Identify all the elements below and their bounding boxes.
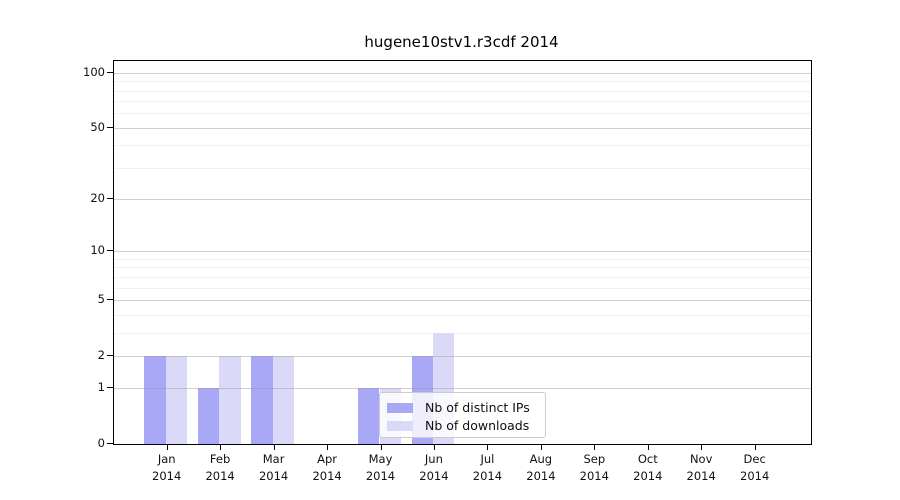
x-tick-label-jun: Jun 2014 <box>419 452 449 483</box>
major-gridline <box>114 199 811 201</box>
x-tick-label-aug: Aug 2014 <box>526 452 556 483</box>
y-tick-label: 10 <box>90 243 105 258</box>
x-axis-tick <box>166 444 168 450</box>
x-axis-tick <box>327 444 329 450</box>
minor-gridline <box>114 101 811 103</box>
x-axis-tick <box>754 444 756 450</box>
y-tick-label: 50 <box>90 119 105 134</box>
major-gridline <box>114 127 811 129</box>
y-tick-label: 5 <box>97 291 105 306</box>
y-axis-tick <box>107 443 113 444</box>
x-axis-tick <box>220 444 222 450</box>
major-gridline <box>114 72 811 74</box>
x-tick-label-oct: Oct 2014 <box>633 452 663 483</box>
x-axis-tick <box>380 444 382 450</box>
major-gridline <box>114 299 811 301</box>
legend-label: Nb of downloads <box>425 418 530 433</box>
legend-row: Nb of distinct IPs <box>387 399 537 416</box>
y-axis-tick <box>107 387 113 389</box>
minor-gridline <box>114 145 811 147</box>
x-tick-label-mar: Mar 2014 <box>258 452 289 483</box>
plot-area: Nb of distinct IPs Nb of downloads <box>113 60 812 445</box>
x-tick-label-jul: Jul 2014 <box>472 452 503 483</box>
x-tick-label-dec: Dec 2014 <box>740 452 770 483</box>
x-tick-label-sep: Sep 2014 <box>579 452 609 483</box>
x-tick-label-apr: Apr 2014 <box>312 452 342 483</box>
x-tick-label-may: May 2014 <box>365 452 396 483</box>
legend-row: Nb of downloads <box>387 417 537 434</box>
minor-gridline <box>114 90 811 92</box>
x-axis-tick <box>487 444 489 450</box>
legend-swatch-icon <box>387 402 413 413</box>
y-axis-tick <box>107 298 113 300</box>
bar-downloads-mar <box>272 355 294 444</box>
y-tick-label: 20 <box>90 191 105 206</box>
bar-downloads-feb <box>219 355 241 444</box>
bar-distinct-ips-jan <box>144 355 166 444</box>
x-tick-label-nov: Nov 2014 <box>686 452 716 483</box>
x-axis-tick <box>594 444 596 450</box>
minor-gridline <box>114 81 811 83</box>
bar-downloads-jan <box>165 355 188 444</box>
y-tick-label: 2 <box>97 347 105 362</box>
bar-distinct-ips-may <box>358 388 380 444</box>
minor-gridline <box>114 167 811 169</box>
y-axis-tick <box>107 250 113 252</box>
legend-swatch-icon <box>387 420 413 431</box>
major-gridline <box>114 251 811 253</box>
minor-gridline <box>114 267 811 269</box>
legend-label: Nb of distinct IPs <box>425 400 530 415</box>
bar-distinct-ips-feb <box>197 388 220 444</box>
bar-distinct-ips-mar <box>251 355 273 444</box>
x-axis-tick <box>647 444 649 450</box>
y-axis-tick <box>107 71 113 73</box>
y-tick-label: 1 <box>97 380 105 395</box>
x-axis-tick <box>433 444 435 450</box>
minor-gridline <box>114 332 811 334</box>
y-tick-label: 0 <box>97 436 105 450</box>
x-axis-tick <box>540 444 542 450</box>
x-axis-tick <box>273 444 275 450</box>
legend: Nb of distinct IPs Nb of downloads <box>379 392 546 438</box>
minor-gridline <box>114 287 811 289</box>
y-axis-tick <box>107 354 113 356</box>
minor-gridline <box>114 258 811 260</box>
x-tick-label-feb: Feb 2014 <box>205 452 235 483</box>
minor-gridline <box>114 113 811 115</box>
minor-gridline <box>114 276 811 278</box>
y-tick-label: 100 <box>83 64 105 79</box>
y-axis-tick <box>107 198 113 200</box>
chart-title: hugene10stv1.r3cdf 2014 <box>364 33 559 51</box>
y-axis-tick <box>107 126 113 128</box>
x-axis-tick <box>701 444 703 450</box>
x-tick-label-jan: Jan 2014 <box>152 452 182 483</box>
minor-gridline <box>114 314 811 316</box>
